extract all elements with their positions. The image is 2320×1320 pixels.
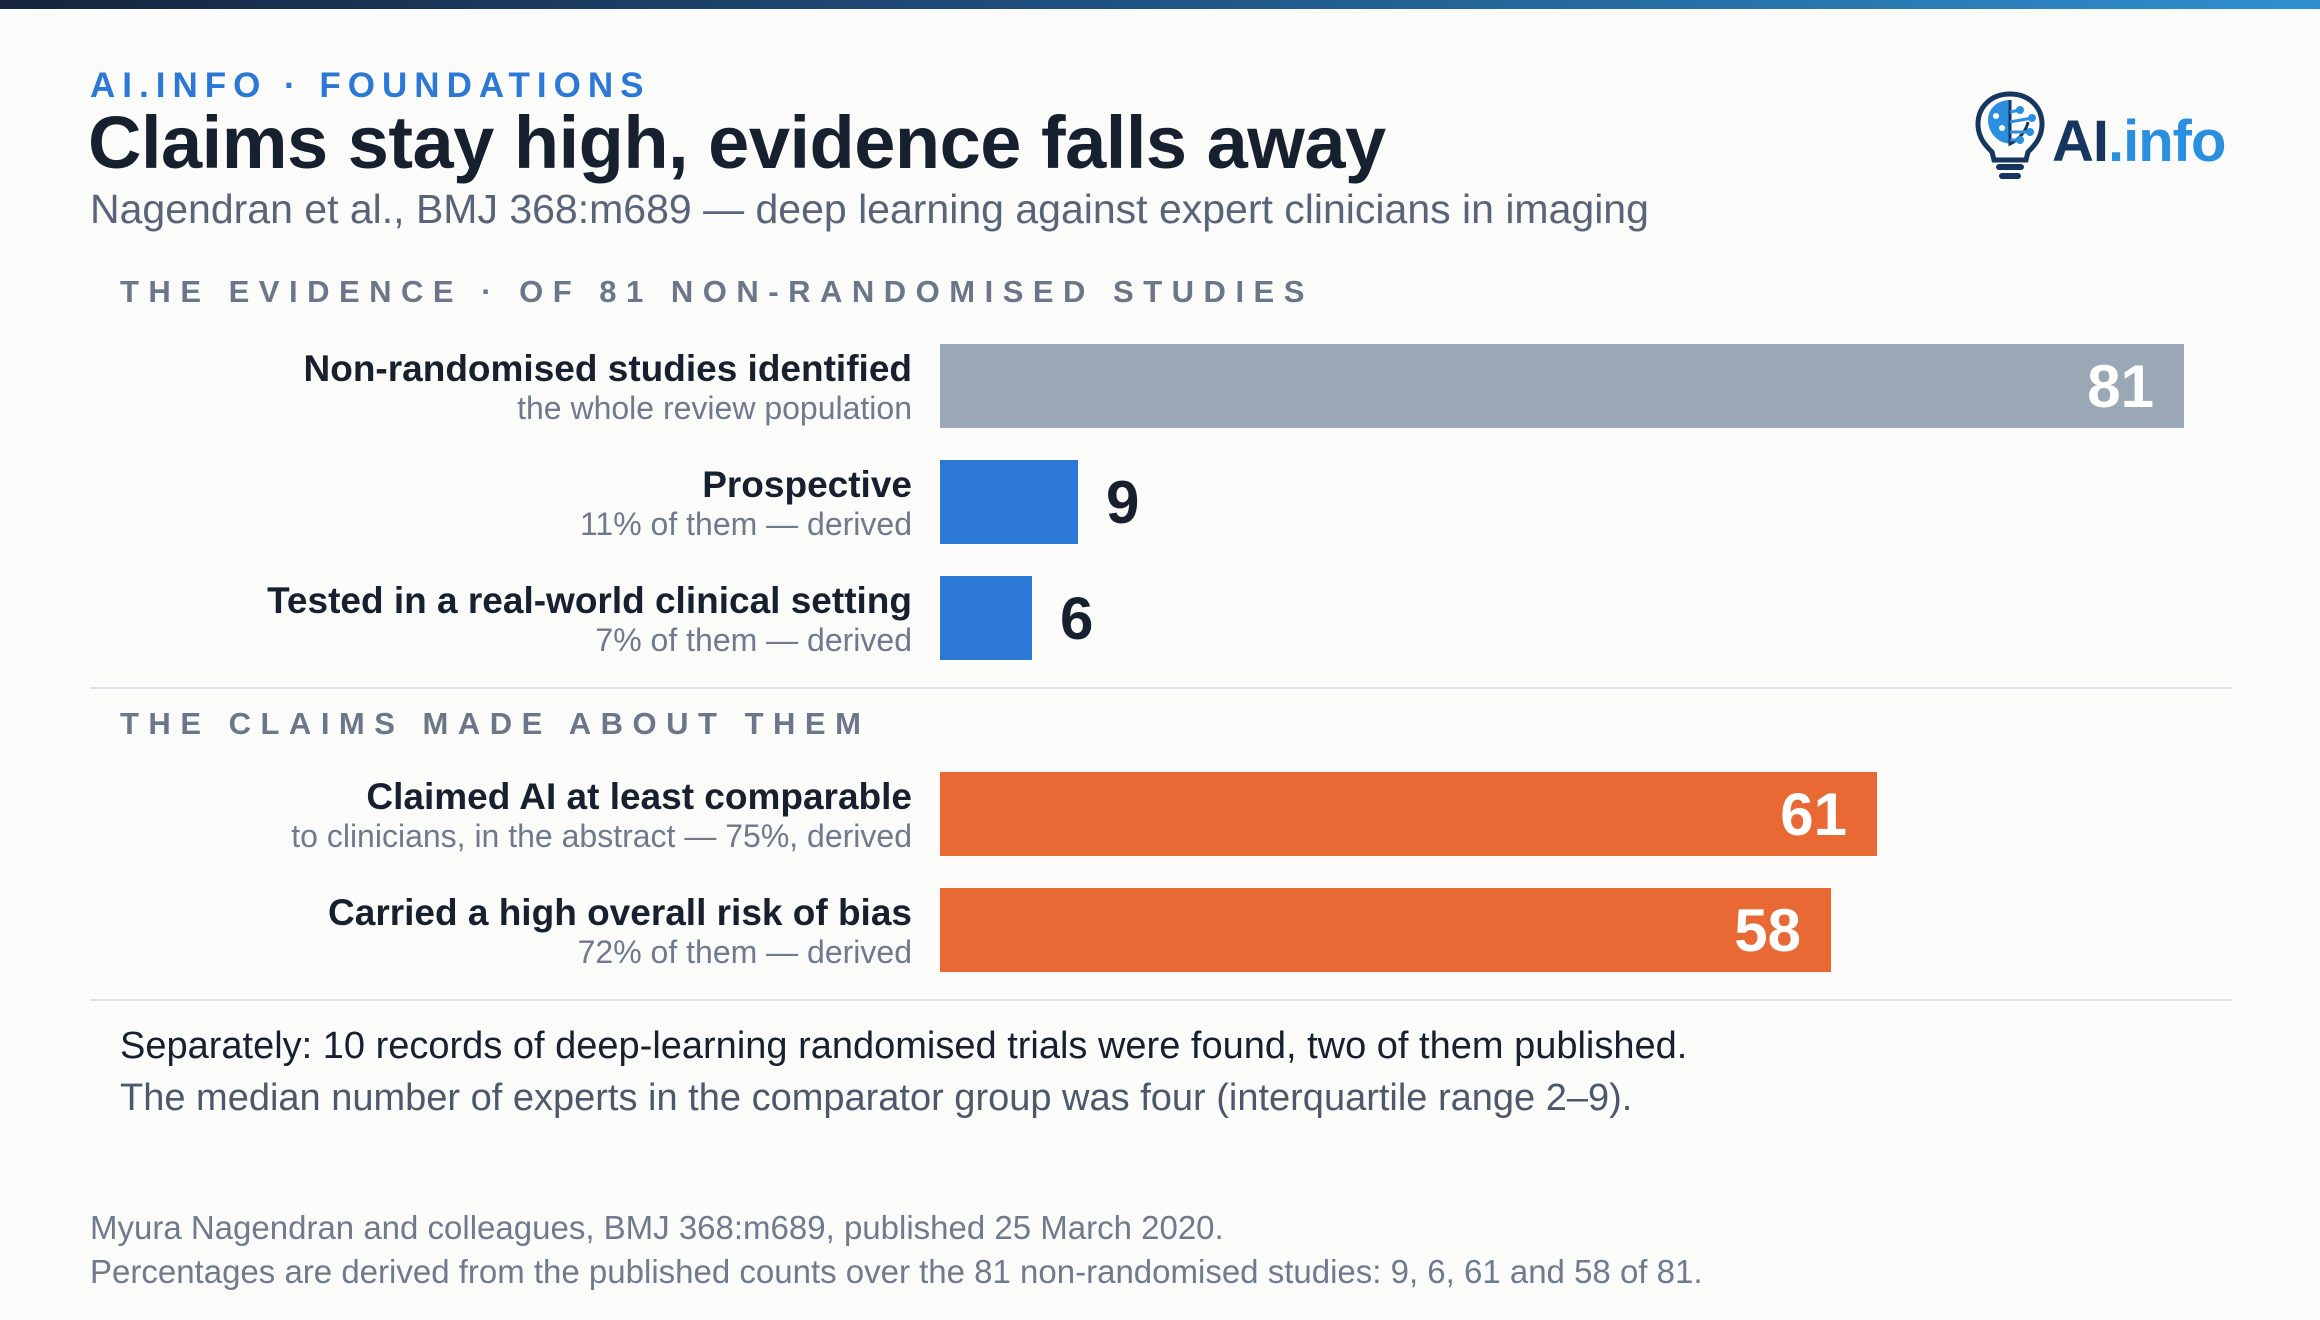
notes-divider [90,999,2232,1001]
footer-source: Myura Nagendran and colleagues, BMJ 368:… [90,1209,1224,1246]
bar-real-world [940,576,1032,660]
bar-label-sub: to clinicians, in the abstract — 75%, de… [291,818,912,854]
bar-label-comparable: Claimed AI at least comparable to clinic… [291,776,912,854]
bar-label-prospective: Prospective 11% of them — derived [580,464,912,542]
bar-comparable: 61 [940,772,1877,856]
page-title: Claims stay high, evidence falls away [88,101,1386,184]
section-divider [90,687,2232,689]
bar-identified: 81 [940,344,2184,428]
bar-label-sub: the whole review population [517,390,912,426]
bar-label-main: Tested in a real-world clinical setting [267,580,912,621]
bar-value-identified: 81 [2087,353,2154,420]
footer-method: Percentages are derived from the publish… [90,1253,1703,1290]
bar-label-sub: 72% of them — derived [577,934,912,970]
bar-value-risk-of-bias: 58 [1734,897,1801,964]
bar-label-main: Carried a high overall risk of bias [328,892,912,933]
bar-risk-of-bias: 58 [940,888,1831,972]
section-heading-claims: THE CLAIMS MADE ABOUT THEM [120,706,871,741]
bar-value-real-world: 6 [1060,585,1094,652]
top-accent-bar [0,0,2320,9]
bar-value-prospective: 9 [1106,469,1140,536]
bar-label-risk-of-bias: Carried a high overall risk of bias 72% … [328,892,912,970]
bar-label-sub: 11% of them — derived [579,506,912,542]
bar-label-sub: 7% of them — derived [595,622,912,658]
lightbulb-brain-icon [1975,91,2045,179]
ai-info-logo: AI.info [1972,88,2232,184]
logo-wordmark: AI.info [2052,109,2226,174]
bar-prospective [940,460,1078,544]
page-subtitle: Nagendran et al., BMJ 368:m689 — deep le… [90,186,1649,232]
bar-value-comparable: 61 [1780,781,1847,848]
bar-label-real-world: Tested in a real-world clinical setting … [267,580,912,658]
bar-label-main: Claimed AI at least comparable [366,776,912,817]
note-line-2: The median number of experts in the comp… [120,1077,1633,1119]
section-heading-evidence: THE EVIDENCE · OF 81 NON-RANDOMISED STUD… [120,274,1314,309]
bar-label-main: Prospective [702,464,912,505]
bar-label-identified: Non-randomised studies identified the wh… [304,348,913,426]
bar-label-main: Non-randomised studies identified [303,348,913,389]
kicker: AI.INFO · FOUNDATIONS [90,66,651,105]
note-line-1: Separately: 10 records of deep-learning … [120,1025,1688,1067]
